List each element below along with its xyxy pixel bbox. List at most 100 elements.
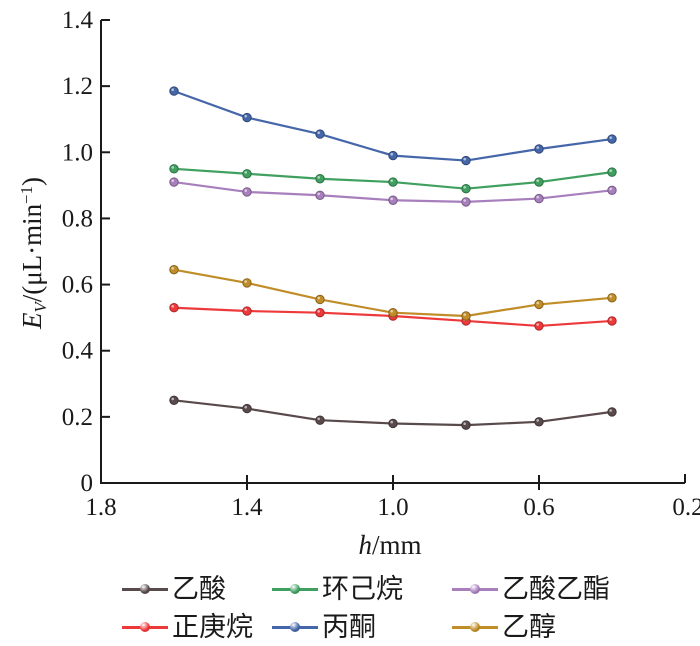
axis-spine bbox=[100, 20, 685, 484]
legend-label: 乙酸乙酯 bbox=[502, 574, 610, 604]
data-point-marker bbox=[169, 177, 179, 187]
data-point-marker bbox=[169, 264, 179, 275]
x-tick-label: 0.6 bbox=[523, 494, 554, 521]
data-point-marker bbox=[315, 415, 325, 425]
data-point-marker bbox=[607, 316, 617, 326]
y-axis-title: EV/(μL·min−1) bbox=[8, 73, 50, 433]
marker-highlight bbox=[244, 171, 247, 174]
data-point-marker bbox=[534, 177, 544, 187]
marker-highlight bbox=[463, 157, 467, 161]
marker-highlight bbox=[609, 318, 612, 321]
series-乙酸乙酯 bbox=[169, 177, 617, 207]
data-point-marker bbox=[315, 294, 325, 305]
data-point-marker bbox=[315, 174, 325, 184]
data-point-marker bbox=[169, 303, 179, 313]
marker-highlight bbox=[390, 197, 394, 201]
legend-marker-icon bbox=[140, 622, 150, 632]
marker-highlight bbox=[536, 146, 539, 149]
marker-highlight bbox=[171, 88, 174, 92]
series-line bbox=[173, 90, 613, 162]
marker-highlight bbox=[317, 176, 321, 179]
data-point-marker bbox=[607, 185, 617, 196]
data-point-marker bbox=[534, 417, 544, 427]
data-point-marker bbox=[242, 278, 252, 288]
y-tick-label: 1.0 bbox=[62, 139, 93, 166]
data-point-marker bbox=[534, 321, 544, 331]
marker-highlight bbox=[536, 323, 539, 326]
x-axis-symbol: h bbox=[358, 530, 372, 560]
marker-highlight bbox=[244, 114, 247, 118]
data-point-marker bbox=[607, 167, 617, 177]
marker-highlight bbox=[463, 185, 467, 189]
marker-highlight bbox=[244, 280, 247, 283]
y-axis-units-close: ) bbox=[17, 177, 48, 186]
legend-marker-icon bbox=[290, 584, 300, 594]
legend-item: 丙酮 bbox=[272, 609, 452, 645]
x-tick-label: 1.0 bbox=[377, 494, 408, 521]
marker-highlight bbox=[390, 420, 394, 424]
legend-marker-icon bbox=[140, 584, 150, 594]
legend: 乙酸 环己烷 乙酸乙酯 正庚烷 丙酮 乙醇 bbox=[122, 571, 682, 645]
marker-highlight bbox=[171, 266, 174, 270]
data-point-marker bbox=[388, 307, 398, 318]
plot-area: 0 0.2 0.4 0.6 0.8 1.0 1.2 1.4 1.8 1.4 1.0 0.6 0.2 bbox=[62, 7, 700, 521]
data-point-marker bbox=[242, 187, 252, 197]
legend-line-sample bbox=[122, 584, 168, 594]
data-point-marker bbox=[461, 420, 471, 430]
marker-highlight bbox=[390, 152, 394, 156]
y-tick-label: 1.4 bbox=[62, 7, 94, 34]
marker-highlight bbox=[609, 187, 612, 191]
marker-highlight bbox=[536, 195, 539, 199]
marker-highlight bbox=[317, 296, 321, 300]
data-point-marker bbox=[461, 183, 471, 194]
data-point-marker bbox=[607, 407, 617, 417]
legend-item: 乙醇 bbox=[452, 609, 682, 645]
data-point-marker bbox=[534, 299, 544, 310]
x-tick-label: 0.2 bbox=[672, 494, 700, 521]
legend-line-sample bbox=[122, 622, 168, 632]
x-tick-label: 1.8 bbox=[85, 494, 116, 521]
data-point-marker bbox=[388, 150, 398, 161]
marker-highlight bbox=[390, 309, 394, 313]
series-环己烷 bbox=[169, 164, 617, 194]
series-乙酸 bbox=[169, 395, 617, 430]
x-axis-title: h/mm bbox=[290, 528, 490, 562]
data-point-marker bbox=[169, 164, 179, 174]
x-tick-label: 1.4 bbox=[231, 494, 263, 521]
marker-highlight bbox=[536, 301, 539, 305]
data-point-marker bbox=[242, 306, 252, 316]
y-axis-superscript: −1 bbox=[17, 186, 36, 204]
marker-highlight bbox=[390, 179, 394, 182]
data-point-marker bbox=[388, 418, 398, 429]
x-axis-units: /mm bbox=[371, 530, 422, 560]
legend-item: 正庚烷 bbox=[122, 609, 272, 645]
y-tick-label: 1.2 bbox=[62, 73, 93, 100]
legend-label: 乙酸 bbox=[172, 574, 226, 604]
data-point-marker bbox=[315, 190, 325, 200]
y-tick-label: 0.8 bbox=[62, 205, 93, 232]
marker-highlight bbox=[317, 417, 321, 421]
y-axis-symbol: E bbox=[17, 312, 48, 330]
marker-highlight bbox=[609, 295, 612, 298]
series-丙酮 bbox=[169, 86, 617, 166]
legend-label: 丙酮 bbox=[322, 612, 376, 642]
y-tick-label: 0.6 bbox=[62, 272, 93, 299]
data-point-marker bbox=[315, 129, 325, 139]
data-point-marker bbox=[315, 307, 325, 318]
y-tick-label: 0.4 bbox=[62, 338, 94, 365]
data-point-marker bbox=[534, 193, 544, 204]
marker-highlight bbox=[609, 409, 612, 412]
y-axis-subscript: V bbox=[31, 302, 51, 313]
data-point-marker bbox=[388, 195, 398, 205]
legend-label: 乙醇 bbox=[502, 612, 556, 642]
legend-line-sample bbox=[452, 622, 498, 632]
marker-highlight bbox=[171, 305, 174, 308]
marker-highlight bbox=[463, 422, 467, 426]
legend-line-sample bbox=[272, 622, 318, 632]
y-axis-units: /(μL·min bbox=[17, 203, 48, 303]
marker-highlight bbox=[609, 136, 612, 139]
data-point-marker bbox=[242, 403, 252, 414]
marker-highlight bbox=[317, 192, 321, 196]
marker-highlight bbox=[609, 169, 612, 173]
